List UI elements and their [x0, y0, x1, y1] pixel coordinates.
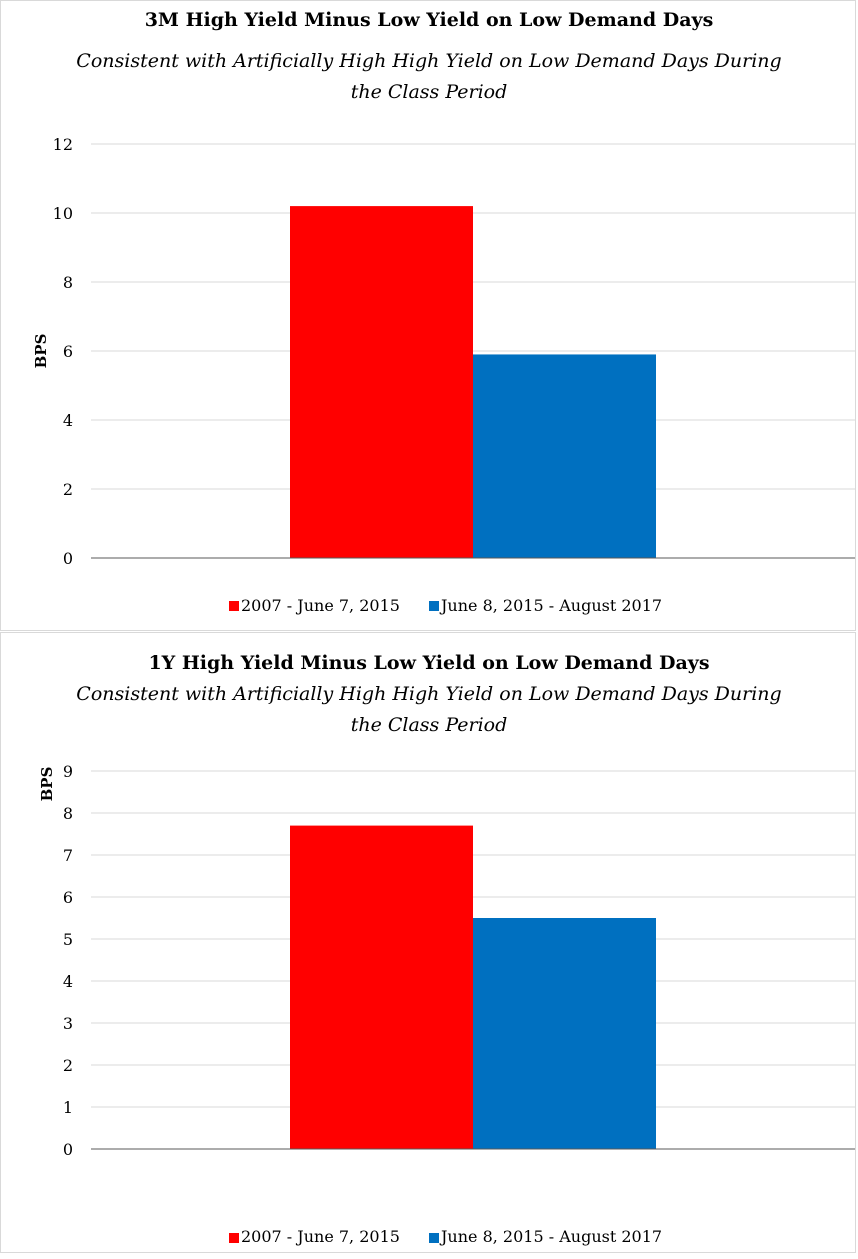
y-axis-label: BPS	[32, 334, 50, 369]
y-tick-label: 9	[63, 762, 73, 781]
y-tick-label: 7	[63, 846, 73, 865]
y-tick-labels: 0 2 4 6 8 10 12	[53, 135, 73, 568]
legend-label-series-2: June 8, 2015 - August 2017	[439, 596, 662, 615]
y-tick-label: 6	[63, 342, 73, 361]
legend-label-series-1: 2007 - June 7, 2015	[241, 1227, 400, 1246]
y-tick-label: 3	[63, 1014, 73, 1033]
chart-subtitle-line1: Consistent with Artificially High High Y…	[76, 50, 781, 72]
y-tick-label: 8	[63, 804, 73, 823]
bars	[290, 825, 656, 1149]
legend-label-series-1: 2007 - June 7, 2015	[241, 596, 400, 615]
chart-title: 1Y High Yield Minus Low Yield on Low Dem…	[148, 652, 709, 674]
y-tick-label: 0	[63, 549, 73, 568]
bars	[290, 206, 656, 558]
chart-subtitle-line2: the Class Period	[351, 714, 508, 736]
chart-3m: 3M High Yield Minus Low Yield on Low Dem…	[32, 9, 855, 615]
y-tick-label: 2	[63, 1056, 73, 1075]
legend-swatch-series-1	[229, 1233, 239, 1243]
chart-1y: 1Y High Yield Minus Low Yield on Low Dem…	[38, 652, 855, 1246]
y-tick-labels: 0 1 2 3 4 5 6 7 8 9	[63, 762, 73, 1159]
chart-panel-1y: 1Y High Yield Minus Low Yield on Low Dem…	[0, 632, 856, 1253]
legend-swatch-series-1	[229, 601, 239, 611]
y-tick-label: 2	[63, 480, 73, 499]
bar-series-2	[473, 354, 656, 558]
bar-series-2	[473, 918, 656, 1149]
legend: 2007 - June 7, 2015 June 8, 2015 - Augus…	[229, 596, 662, 615]
y-tick-label: 6	[63, 888, 73, 907]
y-tick-label: 1	[63, 1098, 73, 1117]
y-tick-label: 8	[63, 273, 73, 292]
chart-subtitle-line1: Consistent with Artificially High High Y…	[76, 683, 781, 705]
y-tick-label: 10	[53, 204, 73, 223]
y-tick-label: 12	[53, 135, 73, 154]
y-tick-label: 5	[63, 930, 73, 949]
y-tick-label: 0	[63, 1140, 73, 1159]
legend-swatch-series-2	[429, 1233, 439, 1243]
chart-subtitle-line2: the Class Period	[351, 81, 508, 103]
y-tick-label: 4	[63, 411, 73, 430]
y-axis-label: BPS	[38, 767, 56, 802]
legend-swatch-series-2	[429, 601, 439, 611]
y-tick-label: 4	[63, 972, 73, 991]
legend: 2007 - June 7, 2015 June 8, 2015 - Augus…	[229, 1227, 662, 1246]
bar-series-1	[290, 825, 473, 1149]
chart-title: 3M High Yield Minus Low Yield on Low Dem…	[145, 9, 714, 31]
legend-label-series-2: June 8, 2015 - August 2017	[439, 1227, 662, 1246]
bar-series-1	[290, 206, 473, 558]
chart-panel-3m: 3M High Yield Minus Low Yield on Low Dem…	[0, 0, 856, 631]
